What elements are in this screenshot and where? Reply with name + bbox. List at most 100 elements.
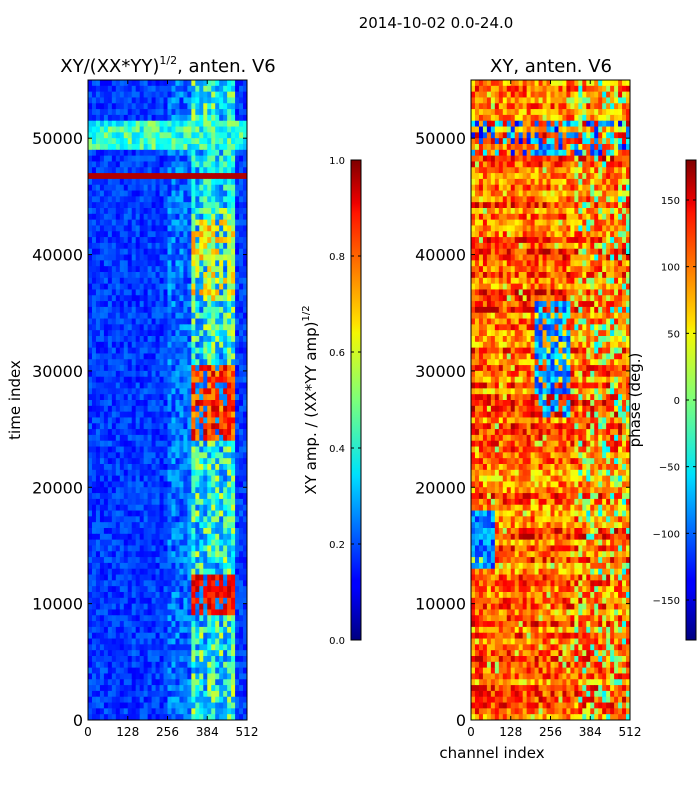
left-heatmap-cell — [88, 306, 93, 314]
left-heatmap-cell — [175, 231, 181, 238]
left-heatmap-cell — [147, 469, 153, 477]
left-heatmap-cell — [123, 603, 129, 611]
left-heatmap-cell — [147, 132, 153, 139]
left-heatmap-cell — [235, 702, 240, 709]
right-heatmap-cell — [562, 126, 567, 133]
right-heatmap-cell — [482, 91, 488, 99]
left-heatmap-cell — [147, 597, 153, 605]
left-heatmap-cell — [151, 365, 157, 372]
left-heatmap-cell — [155, 440, 161, 448]
left-heatmap-cell — [91, 184, 97, 192]
left-heatmap-cell — [115, 91, 121, 99]
left-heatmap-cell — [187, 219, 192, 227]
left-heatmap-cell — [175, 510, 181, 517]
left-heatmap-cell — [195, 306, 200, 314]
left-heatmap-cell — [211, 557, 216, 564]
left-heatmap-cell — [243, 714, 247, 720]
left-heatmap-cell — [131, 714, 137, 720]
left-heatmap-cell — [203, 208, 208, 215]
left-heatmap-cell — [207, 516, 212, 523]
left-heatmap-cell — [91, 644, 97, 651]
left-heatmap-cell — [207, 91, 212, 99]
left-heatmap-cell — [139, 533, 145, 541]
left-heatmap-cell — [195, 242, 200, 250]
left-heatmap-cell — [127, 656, 133, 663]
left-heatmap-cell — [123, 528, 129, 535]
left-heatmap-cell — [143, 504, 149, 512]
left-heatmap-cell — [107, 202, 113, 209]
right-heatmap-cell — [578, 97, 583, 104]
left-heatmap-cell — [207, 644, 212, 651]
left-heatmap-cell — [243, 161, 247, 168]
right-heatmap-cell — [602, 97, 607, 104]
left-heatmap-cell — [151, 208, 157, 215]
left-heatmap-cell — [183, 318, 188, 325]
left-heatmap-cell — [159, 621, 165, 628]
left-heatmap-cell — [171, 516, 177, 523]
left-heatmap-cell — [151, 667, 157, 675]
left-heatmap-cell — [111, 213, 117, 221]
left-heatmap-cell — [199, 388, 204, 395]
left-heatmap-cell — [119, 208, 125, 215]
left-heatmap-cell — [219, 714, 224, 720]
left-heatmap-cell — [171, 656, 177, 663]
left-heatmap-cell — [107, 423, 113, 430]
left-heatmap-cell — [203, 277, 208, 285]
left-heatmap-cell — [123, 440, 129, 448]
left-heatmap-cell — [95, 528, 101, 535]
left-heatmap-cell — [235, 603, 240, 611]
left-heatmap-cell — [191, 231, 196, 238]
left-heatmap-cell — [219, 434, 224, 442]
left-heatmap-cell — [107, 458, 113, 465]
left-heatmap-cell — [175, 650, 181, 657]
left-heatmap-cell — [123, 493, 129, 500]
left-heatmap-cell — [159, 277, 165, 285]
left-heatmap-cell — [143, 557, 149, 564]
left-heatmap-cell — [143, 341, 149, 349]
right-heatmap-cell — [514, 85, 520, 93]
left-heatmap-cell — [235, 248, 240, 256]
left-heatmap-cell — [119, 248, 125, 256]
left-heatmap-cell — [227, 324, 232, 331]
left-heatmap-cell — [219, 493, 224, 500]
left-heatmap-cell — [127, 330, 133, 337]
left-heatmap-cell — [123, 114, 129, 122]
right-heatmap-cell — [518, 85, 524, 93]
left-heatmap-cell — [211, 248, 216, 256]
left-heatmap-cell — [243, 568, 247, 576]
left-heatmap-cell — [199, 574, 204, 581]
left-heatmap-cell — [179, 580, 184, 587]
right-heatmap-cell — [594, 149, 599, 157]
left-heatmap-cell — [115, 225, 121, 232]
left-heatmap-cell — [215, 237, 220, 244]
left-heatmap-cell — [211, 370, 216, 378]
left-heatmap-cell — [131, 638, 137, 645]
figure-suptitle: 2014-10-02 0.0-24.0 — [359, 14, 514, 32]
left-heatmap-cell — [131, 405, 137, 413]
right-heatmap-cell — [474, 103, 480, 110]
left-heatmap-cell — [123, 248, 129, 256]
left-heatmap-cell — [91, 685, 97, 692]
left-heatmap-cell — [183, 446, 188, 453]
right-heatmap-cell — [526, 126, 532, 133]
left-heatmap-cell — [223, 219, 228, 227]
left-heatmap-cell — [163, 184, 169, 192]
left-heatmap-cell — [88, 266, 93, 273]
left-heatmap-cell — [111, 557, 117, 564]
left-heatmap-cell — [107, 429, 113, 436]
left-heatmap-cell — [159, 97, 165, 104]
left-heatmap-cell — [159, 330, 165, 337]
left-heatmap-cell — [95, 324, 101, 331]
left-heatmap-cell — [111, 609, 117, 616]
left-heatmap-cell — [171, 626, 177, 634]
left-heatmap-cell — [151, 237, 157, 244]
left-heatmap-cell — [231, 272, 236, 279]
left-colorbar-ticks: 0.00.20.40.60.81.0 — [329, 156, 361, 647]
right-heatmap-cell — [566, 91, 571, 99]
left-heatmap-cell — [167, 429, 173, 436]
left-heatmap-cell — [235, 679, 240, 686]
left-heatmap-cell — [219, 469, 224, 477]
left-heatmap-cell — [95, 178, 101, 186]
left-heatmap-cell — [111, 167, 117, 174]
left-heatmap-cell — [215, 568, 220, 576]
